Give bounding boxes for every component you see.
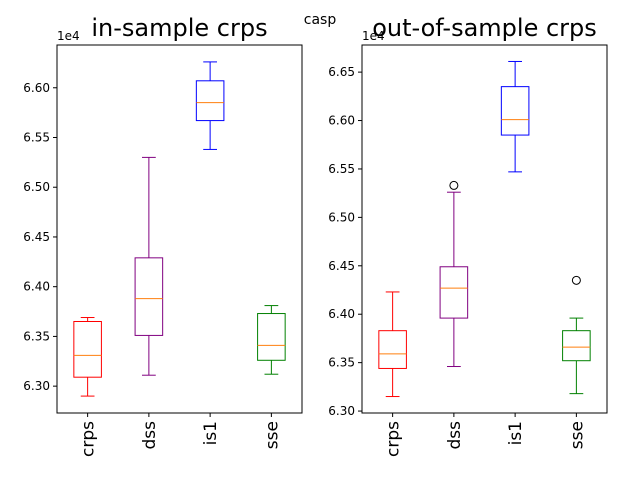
axes-frame xyxy=(56,44,303,414)
y-tick-label: 6.45 xyxy=(328,259,355,273)
box-body xyxy=(378,330,407,369)
chart-in-sample: in-sample crps 6.30 6.35 6.40 6.45 6.50 6.55 6.… xyxy=(23,14,303,457)
x-tick-label: is1 xyxy=(506,421,526,445)
y-tick-label: 6.55 xyxy=(23,130,50,144)
box-crps xyxy=(378,291,407,398)
y-tick-label: 6.40 xyxy=(328,307,355,321)
axes-frame xyxy=(361,44,608,414)
x-tick-label: sse xyxy=(262,421,282,449)
figure-suptitle: casp xyxy=(304,12,337,28)
x-tick-label: is1 xyxy=(201,421,221,445)
box-crps xyxy=(73,317,102,397)
box-body xyxy=(134,257,164,336)
axis-offset-label: 1e4 xyxy=(57,29,80,43)
outlier-point xyxy=(449,180,459,190)
y-tick-label: 6.50 xyxy=(23,180,50,194)
box-sse xyxy=(257,305,286,375)
y-tick-label: 6.65 xyxy=(328,65,355,79)
y-tick-label: 6.30 xyxy=(23,379,50,393)
box-body xyxy=(195,80,225,122)
y-tick-label: 6.60 xyxy=(23,81,50,95)
box-dss xyxy=(134,156,164,376)
y-tick-label: 6.50 xyxy=(328,210,355,224)
box-body xyxy=(500,86,530,136)
box-is1 xyxy=(195,61,225,150)
y-tick-label: 6.35 xyxy=(23,329,50,343)
x-tick-label: dss xyxy=(140,421,160,450)
chart-title: in-sample crps xyxy=(91,14,267,42)
chart-out-of-sample: out-of-sample crps 6.30 6.35 6.40 6.45 6.50 6.… xyxy=(328,14,608,457)
box-sse xyxy=(562,275,591,395)
chart-title: out-of-sample crps xyxy=(372,14,597,42)
box-is1 xyxy=(500,60,530,173)
y-tick-label: 6.45 xyxy=(23,230,50,244)
y-tick-label: 6.35 xyxy=(328,356,355,370)
x-tick-label: dss xyxy=(445,421,465,450)
box-body xyxy=(257,313,286,361)
axis-offset-label: 1e4 xyxy=(362,29,385,43)
x-tick-label: crps xyxy=(384,421,404,457)
y-tick-label: 6.55 xyxy=(328,162,355,176)
box-body xyxy=(562,330,591,362)
y-tick-label: 6.60 xyxy=(328,114,355,128)
box-dss xyxy=(439,180,469,368)
box-body xyxy=(439,266,469,319)
box-body xyxy=(73,320,102,378)
x-tick-label: crps xyxy=(79,421,99,457)
x-tick-label: sse xyxy=(567,421,587,449)
y-tick-label: 6.30 xyxy=(328,404,355,418)
y-tick-label: 6.40 xyxy=(23,280,50,294)
outlier-point xyxy=(571,275,581,285)
